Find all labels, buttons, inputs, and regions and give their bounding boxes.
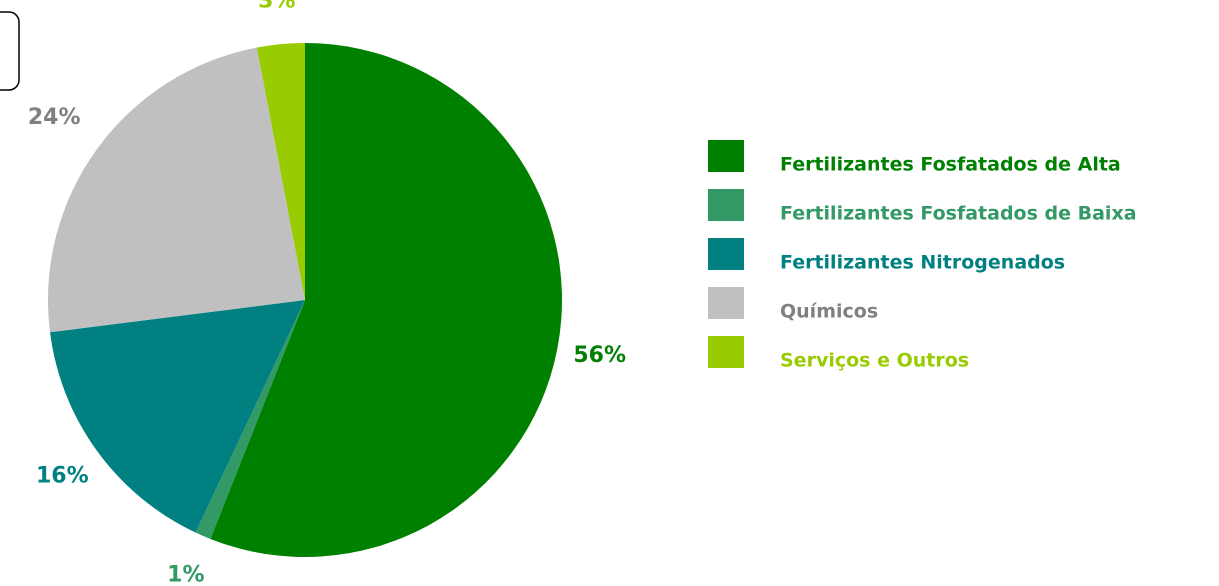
pie-slice — [50, 300, 306, 533]
legend-swatch — [708, 189, 744, 221]
pie-slice — [256, 43, 305, 300]
pie-slice — [195, 300, 305, 539]
legend-label: Fertilizantes Fosfatados de Baixa — [780, 203, 1137, 225]
legend-label: Serviços e Outros — [780, 350, 969, 372]
frame-box — [0, 11, 20, 91]
pie-slice — [210, 43, 562, 557]
data-label: 3% — [258, 0, 295, 13]
legend-swatch — [708, 238, 744, 270]
pie-slice — [48, 47, 306, 333]
legend-swatch — [708, 287, 744, 319]
legend-label: Químicos — [780, 301, 878, 323]
data-label: 56% — [573, 343, 626, 368]
data-label: 24% — [28, 105, 81, 130]
legend-swatch — [708, 336, 744, 368]
data-label: 16% — [36, 463, 89, 488]
legend-swatch — [708, 140, 744, 172]
data-label: 1% — [167, 562, 204, 582]
legend-label: Fertilizantes Fosfatados de Alta — [780, 154, 1121, 176]
legend-label: Fertilizantes Nitrogenados — [780, 252, 1065, 274]
